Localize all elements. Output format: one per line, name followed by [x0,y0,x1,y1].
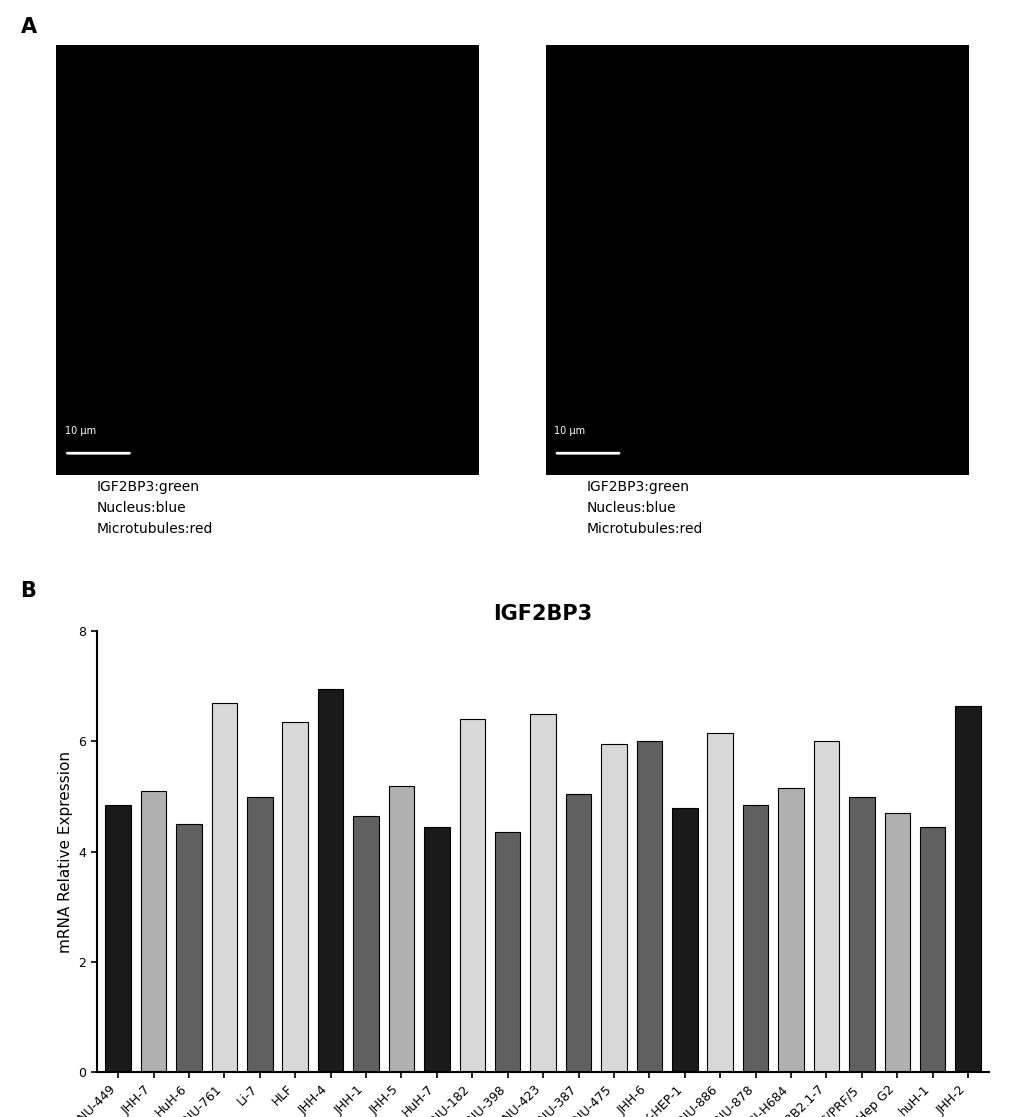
Bar [955,706,980,1072]
Bar [176,824,202,1072]
Bar [813,742,839,1072]
Text: 10 μm: 10 μm [64,426,96,436]
Text: B: B [20,581,37,601]
Y-axis label: mRNA Relative Expression: mRNA Relative Expression [58,751,72,953]
Bar [247,796,272,1072]
Bar [707,733,733,1072]
Title: IGF2BP3: IGF2BP3 [493,604,592,624]
Bar [318,689,343,1072]
Bar [919,827,945,1072]
Bar [566,794,591,1072]
Bar [672,808,697,1072]
Bar [600,744,626,1072]
Bar [141,791,166,1072]
Bar [424,827,449,1072]
Bar [530,714,555,1072]
Bar [848,796,873,1072]
Text: 10 μm: 10 μm [553,426,585,436]
Bar [282,722,308,1072]
Bar [636,742,661,1072]
Text: A: A [20,17,37,37]
Bar [353,815,378,1072]
Bar [883,813,909,1072]
Bar [777,789,803,1072]
Bar [494,832,520,1072]
Bar [742,805,767,1072]
Bar [388,785,414,1072]
Bar [105,805,130,1072]
Bar [460,719,485,1072]
Bar [212,703,236,1072]
Text: IGF2BP3:green
Nucleus:blue
Microtubules:red: IGF2BP3:green Nucleus:blue Microtubules:… [97,480,213,535]
Text: IGF2BP3:green
Nucleus:blue
Microtubules:red: IGF2BP3:green Nucleus:blue Microtubules:… [586,480,702,535]
